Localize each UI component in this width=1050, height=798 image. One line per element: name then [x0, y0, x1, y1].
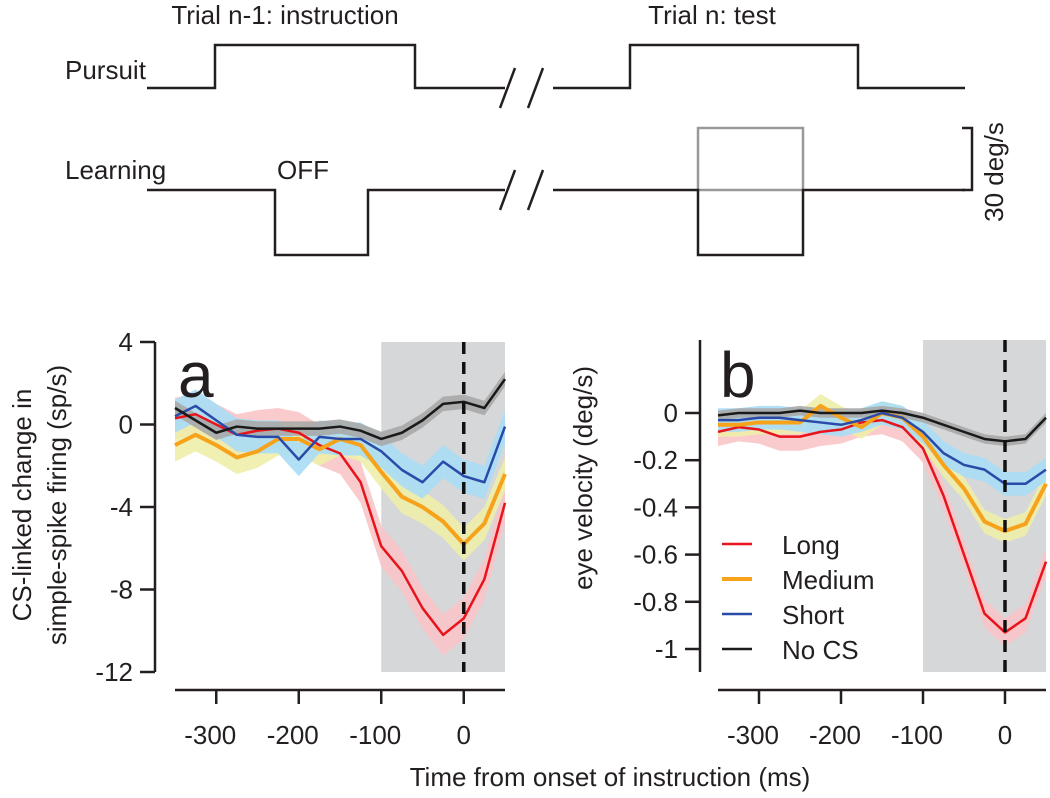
x-tick-label: -100: [349, 720, 401, 750]
learning-on-box: [696, 126, 805, 192]
series-line-no-cs: [174, 378, 507, 441]
y-tick-label: -0.8: [633, 587, 678, 617]
x-tick-label: -300: [184, 720, 236, 750]
axis-break-icon: [498, 67, 545, 211]
error-band-short: [718, 401, 1046, 496]
y-tick-label: 4: [119, 327, 133, 357]
y-tick-label: 0: [664, 398, 678, 428]
series-line-short: [174, 404, 507, 484]
y-axis-label: simple-spike firing (sp/s): [42, 365, 72, 645]
legend: Long Medium Short No CS: [722, 530, 874, 665]
y-tick-label: -0.4: [633, 492, 678, 522]
error-band-short: [175, 389, 505, 499]
panel-b: 0 -0.2 -0.4 -0.6 -0.8 -1 -300 -200 -100 0 b eye vel…: [568, 339, 1048, 750]
trial-prev-label: Trial n-1: instruction: [171, 0, 398, 30]
y-tick-label: -1: [655, 634, 678, 664]
panel-label: a: [178, 339, 214, 411]
learning-label: Learning: [65, 155, 166, 185]
y-tick-label: -4: [110, 492, 133, 522]
series-line-short: [718, 411, 1047, 486]
y-tick-label: -0.6: [633, 540, 678, 570]
error-band-no-cs: [718, 405, 1046, 447]
pursuit-trace-test: [553, 43, 965, 90]
learning-trace-prev: [147, 188, 505, 257]
off-label: OFF: [277, 155, 329, 185]
y-axis-label: eye velocity (deg/s): [568, 366, 598, 590]
panel-label: b: [720, 339, 756, 411]
y-tick-label: -8: [110, 575, 133, 605]
x-tick-label: 0: [457, 720, 471, 750]
y-tick-label: 0: [119, 410, 133, 440]
x-tick-label: -200: [267, 720, 319, 750]
x-axis-label: Time from onset of instruction (ms): [410, 762, 811, 792]
trial-test-label: Trial n: test: [648, 0, 776, 30]
legend-label: No CS: [782, 635, 859, 665]
y-tick-label: -0.2: [633, 445, 678, 475]
learning-trace-test: [553, 188, 965, 257]
scale-label: 30 deg/s: [979, 122, 1009, 222]
series-line-no-cs: [717, 409, 1047, 443]
x-tick-label: -200: [809, 720, 861, 750]
y-axis-label: CS-linked change in: [7, 389, 37, 622]
error-band-long: [175, 393, 505, 656]
error-band-medium: [175, 418, 505, 561]
series-line-long: [717, 418, 1048, 634]
pursuit-trace-prev: [147, 43, 505, 90]
legend-label: Long: [782, 530, 840, 560]
x-tick-label: -100: [891, 720, 943, 750]
x-tick-label: -300: [727, 720, 779, 750]
panel-a: 4 0 -4 -8 -12 -300 -200 -100 0 a CS-linked change …: [7, 327, 507, 750]
y-tick-label: -12: [95, 657, 133, 687]
legend-label: Medium: [782, 565, 874, 595]
legend-label: Short: [782, 600, 845, 630]
scale-bar: [962, 126, 974, 192]
pursuit-label: Pursuit: [65, 55, 147, 85]
schematic: Trial n-1: instruction Trial n: test Pur…: [65, 0, 1009, 257]
x-tick-label: 0: [998, 720, 1012, 750]
